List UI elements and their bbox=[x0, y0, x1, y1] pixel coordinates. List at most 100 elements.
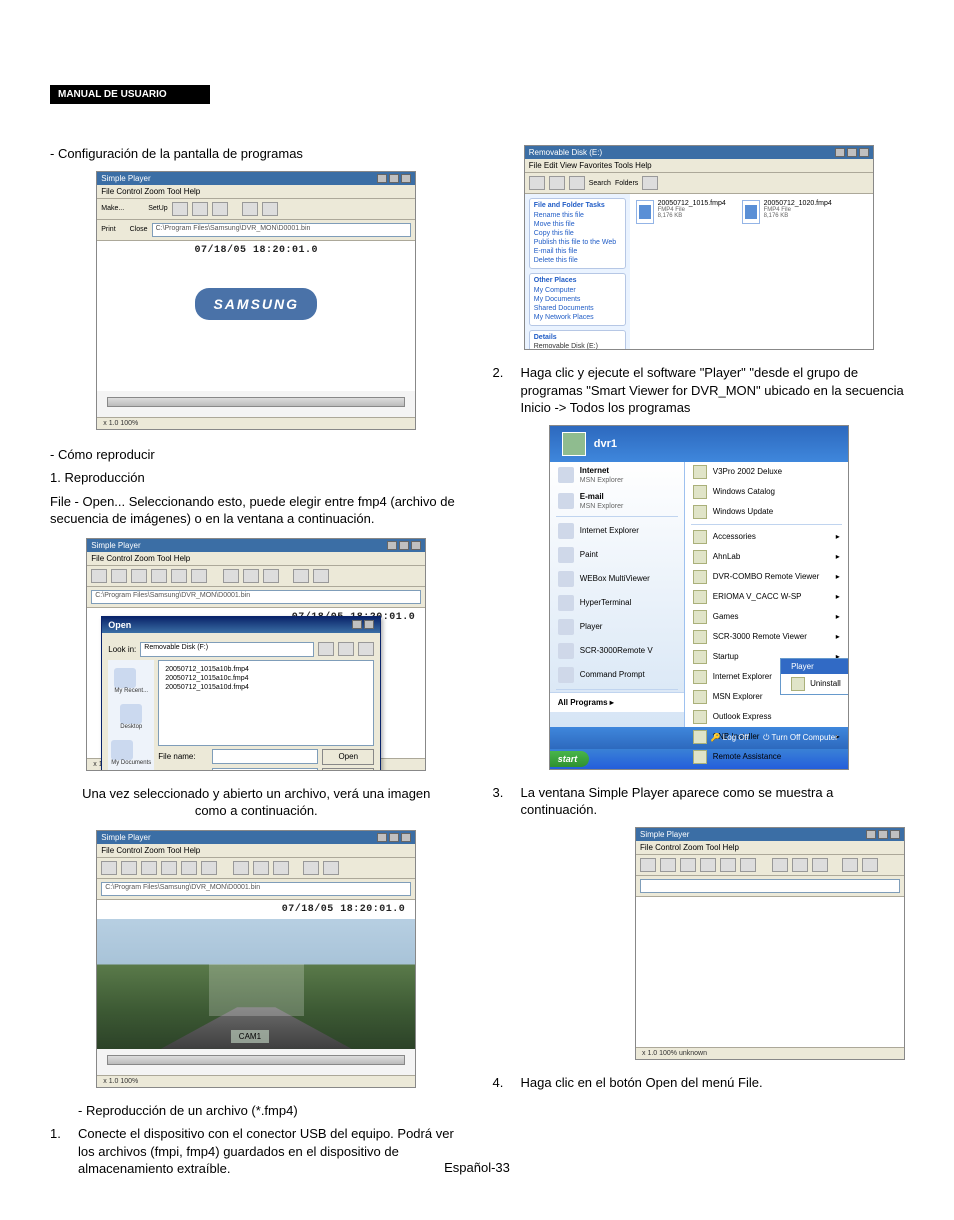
toolbar-button[interactable] bbox=[812, 858, 828, 872]
toolbar-button[interactable] bbox=[172, 202, 188, 216]
toolbar-button[interactable] bbox=[91, 569, 107, 583]
toolbar-search[interactable]: Search bbox=[589, 180, 611, 187]
task-link[interactable]: Delete this file bbox=[534, 256, 621, 265]
toolbar-button[interactable] bbox=[700, 858, 716, 872]
place-link[interactable]: My Computer bbox=[534, 286, 621, 295]
program-item[interactable]: Accessories▸ bbox=[685, 527, 848, 547]
task-link[interactable]: Publish this file to the Web bbox=[534, 238, 621, 247]
toolbar-button[interactable] bbox=[233, 861, 249, 875]
playback-slider[interactable] bbox=[107, 397, 405, 407]
toolbar-button[interactable] bbox=[141, 861, 157, 875]
file-item[interactable]: 20050712_1015.fmp4FMP4 File 8,176 KB bbox=[636, 200, 726, 343]
toolbar-button[interactable] bbox=[792, 858, 808, 872]
places-item[interactable]: My Recent... bbox=[114, 688, 148, 694]
toolbar-folders[interactable]: Folders bbox=[615, 180, 638, 187]
back-icon[interactable] bbox=[529, 176, 545, 190]
maximize-button[interactable] bbox=[389, 833, 399, 842]
place-link[interactable]: My Documents bbox=[534, 295, 621, 304]
place-link[interactable]: My Network Places bbox=[534, 313, 621, 322]
task-link[interactable]: Rename this file bbox=[534, 211, 621, 220]
toolbar-button[interactable] bbox=[212, 202, 228, 216]
toolbar-button[interactable] bbox=[201, 861, 217, 875]
minimize-button[interactable] bbox=[866, 830, 876, 839]
toolbar-button[interactable] bbox=[862, 858, 878, 872]
all-programs[interactable]: All Programs ▸ bbox=[550, 692, 684, 712]
up-icon[interactable] bbox=[569, 176, 585, 190]
pinned-item[interactable]: Internet Explorer bbox=[550, 519, 684, 543]
toolbar-button[interactable] bbox=[242, 202, 258, 216]
task-link[interactable]: E-mail this file bbox=[534, 247, 621, 256]
dialog-help-button[interactable] bbox=[352, 620, 362, 629]
toolbar-button[interactable] bbox=[101, 861, 117, 875]
toolbar-button[interactable] bbox=[131, 569, 147, 583]
program-item[interactable]: Remote Assistance bbox=[685, 747, 848, 767]
program-item[interactable]: ERIOMA V_CACC W-SP▸ bbox=[685, 587, 848, 607]
menubar[interactable]: File Control Zoom Tool Help bbox=[97, 185, 415, 199]
explorer-file-pane[interactable]: 20050712_1015.fmp4FMP4 File 8,176 KB 200… bbox=[630, 194, 873, 349]
toolbar-button[interactable] bbox=[842, 858, 858, 872]
pinned-item[interactable]: WEBox MultiViewer bbox=[550, 567, 684, 591]
minimize-button[interactable] bbox=[377, 833, 387, 842]
minimize-button[interactable] bbox=[377, 174, 387, 183]
lookin-dropdown[interactable]: Removable Disk (F:) bbox=[140, 642, 314, 657]
playback-slider[interactable] bbox=[107, 1055, 405, 1065]
file-list[interactable]: 20050712_1015a10b.fmp4 20050712_1015a10c… bbox=[158, 660, 374, 746]
menubar[interactable]: File Control Zoom Tool Help bbox=[87, 552, 425, 566]
pinned-item[interactable]: Command Prompt bbox=[550, 663, 684, 687]
toolbar-button[interactable] bbox=[253, 861, 269, 875]
toolbar-button[interactable] bbox=[720, 858, 736, 872]
close-button[interactable] bbox=[859, 148, 869, 157]
maximize-button[interactable] bbox=[878, 830, 888, 839]
submenu-item[interactable]: Uninstall bbox=[781, 674, 849, 694]
toolbar-button[interactable] bbox=[303, 861, 319, 875]
menubar[interactable]: File Edit View Favorites Tools Help bbox=[525, 159, 873, 173]
program-item[interactable]: DVR-COMBO Remote Viewer▸ bbox=[685, 567, 848, 587]
close-button[interactable] bbox=[401, 833, 411, 842]
task-link[interactable]: Move this file bbox=[534, 220, 621, 229]
toolbar-button[interactable] bbox=[243, 569, 259, 583]
folder-icon[interactable] bbox=[111, 740, 133, 760]
shutdown-button[interactable]: ⏻ Turn Off Computer bbox=[757, 731, 844, 745]
maximize-button[interactable] bbox=[389, 174, 399, 183]
places-item[interactable]: Desktop bbox=[120, 724, 142, 730]
toolbar-button[interactable] bbox=[181, 861, 197, 875]
file-list-item[interactable]: 20050712_1015a10d.fmp4 bbox=[163, 683, 369, 692]
places-item[interactable]: My Documents bbox=[111, 760, 151, 766]
pinned-item[interactable]: SCR-3000Remote V bbox=[550, 639, 684, 663]
toolbar-button[interactable] bbox=[191, 569, 207, 583]
toolbar-button[interactable] bbox=[740, 858, 756, 872]
dialog-close-button[interactable] bbox=[364, 620, 374, 629]
views-icon[interactable] bbox=[642, 176, 658, 190]
program-item[interactable]: Windows Catalog bbox=[685, 482, 848, 502]
nav-up-icon[interactable] bbox=[318, 642, 334, 656]
address-field[interactable]: C:\Program Files\Samsung\DVR_MON\D0001.b… bbox=[101, 882, 411, 896]
submenu-item-highlighted[interactable]: Player bbox=[781, 659, 849, 674]
open-button[interactable]: Open bbox=[322, 749, 374, 765]
close-button[interactable] bbox=[890, 830, 900, 839]
folder-icon[interactable] bbox=[120, 704, 142, 724]
menubar[interactable]: File Control Zoom Tool Help bbox=[636, 841, 904, 855]
toolbar-button[interactable] bbox=[772, 858, 788, 872]
toolbar-button[interactable] bbox=[263, 569, 279, 583]
toolbar-button[interactable] bbox=[273, 861, 289, 875]
toolbar-button[interactable] bbox=[223, 569, 239, 583]
new-folder-icon[interactable] bbox=[338, 642, 354, 656]
toolbar-button[interactable] bbox=[660, 858, 676, 872]
filename-field[interactable] bbox=[212, 749, 318, 764]
file-list-item[interactable]: 20050712_1015a10c.fmp4 bbox=[163, 674, 369, 683]
program-item[interactable]: Windows Update bbox=[685, 502, 848, 522]
start-button[interactable]: start bbox=[550, 751, 590, 767]
toolbar-button[interactable] bbox=[323, 861, 339, 875]
maximize-button[interactable] bbox=[847, 148, 857, 157]
program-item[interactable]: SCR-3000 Remote Viewer▸ bbox=[685, 627, 848, 647]
program-item[interactable]: Windows Media Player bbox=[685, 767, 848, 770]
cancel-button[interactable]: Cancel bbox=[322, 768, 374, 771]
close-button[interactable] bbox=[411, 541, 421, 550]
toolbar-button[interactable] bbox=[293, 569, 309, 583]
address-field[interactable] bbox=[640, 879, 900, 893]
task-link[interactable]: Copy this file bbox=[534, 229, 621, 238]
file-list-item[interactable]: 20050712_1015a10b.fmp4 bbox=[163, 665, 369, 674]
file-item[interactable]: 20050712_1020.fmp4FMP4 File 8,176 KB bbox=[742, 200, 832, 343]
toolbar-button[interactable] bbox=[192, 202, 208, 216]
program-item[interactable]: V3Pro 2002 Deluxe bbox=[685, 462, 848, 482]
